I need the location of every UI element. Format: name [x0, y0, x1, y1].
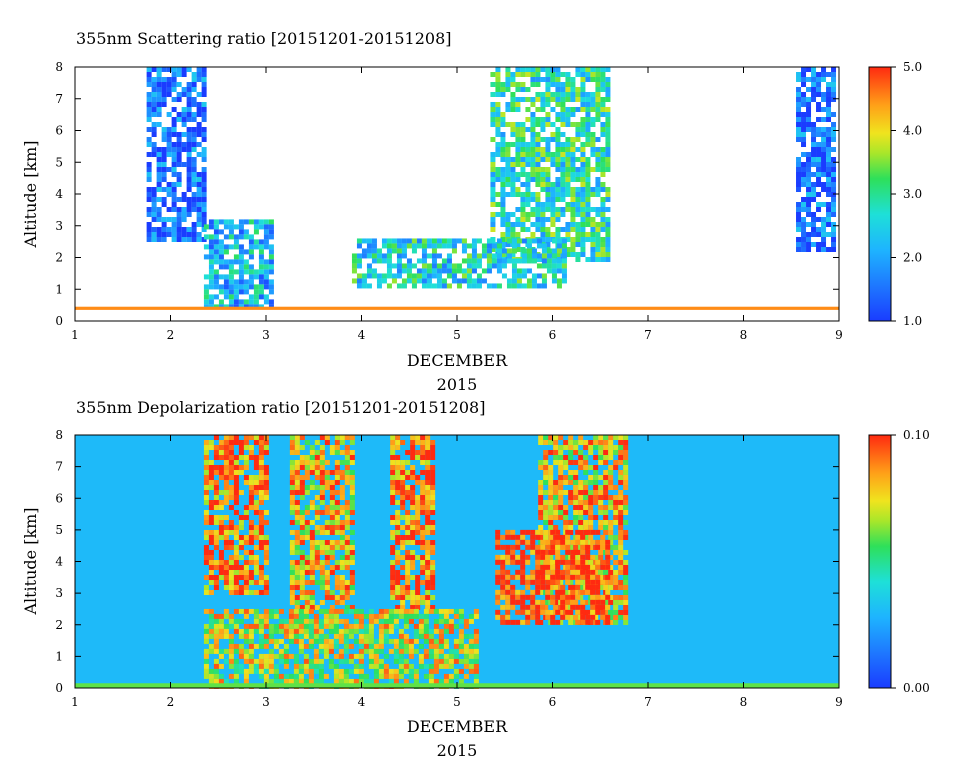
- colorbar-ticks: 0.00 0.10: [891, 428, 930, 695]
- x-tick-label: 8: [740, 328, 748, 342]
- y-tick-label: 4: [55, 187, 63, 201]
- x-axis-label: DECEMBER: [407, 717, 508, 736]
- y-tick-label: 8: [55, 428, 63, 442]
- depolarization-ratio-panel: 355nm Depolarization ratio [20151201-201…: [21, 398, 930, 760]
- noise-feature: [390, 435, 436, 610]
- colorbar: [868, 434, 892, 689]
- colorbar-tick-label: 1.0: [903, 314, 922, 328]
- surface-feature: [75, 306, 839, 310]
- colorbar-tick-label: 4.0: [903, 124, 922, 138]
- noise-feature: [203, 435, 269, 595]
- chart-title: 355nm Scattering ratio [20151201-2015120…: [76, 29, 452, 48]
- x-axis: 1 2 3 4 5 6 7 8 9: [71, 67, 843, 342]
- y-tick-label: 0: [55, 681, 63, 695]
- x-tick-label: 6: [549, 695, 557, 709]
- plot-area: [75, 67, 839, 310]
- y-axis-label: Altitude [km]: [21, 140, 40, 248]
- x-axis: 1 2 3 4 5 6 7 8 9: [71, 435, 843, 709]
- plot-area: [75, 435, 839, 689]
- y-tick-label: 3: [55, 586, 63, 600]
- y-tick-label: 7: [55, 92, 63, 106]
- y-tick-label: 2: [55, 251, 63, 265]
- x-tick-label: 9: [835, 695, 843, 709]
- y-tick-label: 7: [55, 460, 63, 474]
- x-tick-label: 4: [358, 328, 366, 342]
- y-tick-label: 6: [55, 491, 63, 505]
- x-tick-label: 9: [835, 328, 843, 342]
- y-tick-label: 1: [55, 282, 63, 296]
- y-tick-label: 5: [55, 523, 63, 537]
- x-tick-label: 5: [453, 695, 461, 709]
- x-tick-label: 1: [71, 328, 79, 342]
- x-tick-label: 5: [453, 328, 461, 342]
- x-tick-label: 6: [549, 328, 557, 342]
- x-tick-label: 7: [644, 328, 652, 342]
- y-tick-label: 3: [55, 219, 63, 233]
- colorbar-tick-label: 0.10: [903, 428, 930, 442]
- x-axis-label-year: 2015: [437, 375, 478, 394]
- x-tick-label: 7: [644, 695, 652, 709]
- scattering-ratio-panel: 355nm Scattering ratio [20151201-2015120…: [21, 29, 922, 394]
- colorbar-tick-label: 0.00: [903, 681, 930, 695]
- x-tick-label: 8: [740, 695, 748, 709]
- cloud-feature: [796, 67, 837, 252]
- x-tick-label: 1: [71, 695, 79, 709]
- colorbar: [868, 66, 892, 322]
- aerosol-feature: [351, 238, 567, 289]
- y-tick-label: 5: [55, 155, 63, 169]
- colorbar-ticks: 1.0 2.0 3.0 4.0 5.0: [891, 60, 922, 328]
- cloud-feature: [490, 67, 611, 262]
- x-tick-label: 3: [262, 328, 270, 342]
- colorbar-tick-label: 3.0: [903, 187, 922, 201]
- y-tick-label: 8: [55, 60, 63, 74]
- x-axis-label: DECEMBER: [407, 351, 508, 370]
- y-tick-label: 4: [55, 555, 63, 569]
- y-tick-label: 6: [55, 124, 63, 138]
- y-tick-label: 2: [55, 618, 63, 632]
- cloud-feature: [146, 67, 207, 242]
- x-tick-label: 4: [358, 695, 366, 709]
- aerosol-feature: [203, 219, 274, 310]
- noise-feature: [289, 435, 355, 610]
- x-tick-label: 2: [167, 328, 175, 342]
- y-axis-label: Altitude [km]: [21, 507, 40, 615]
- colorbar-tick-label: 5.0: [903, 60, 922, 74]
- chart-title: 355nm Depolarization ratio [20151201-201…: [76, 398, 485, 417]
- y-axis: 0 1 2 3 4 5 6 7 8: [55, 428, 839, 695]
- colorbar-tick-label: 2.0: [903, 251, 922, 265]
- y-tick-label: 0: [55, 314, 63, 328]
- x-tick-label: 2: [167, 695, 175, 709]
- x-tick-label: 3: [262, 695, 270, 709]
- y-axis: 0 1 2 3 4 5 6 7 8: [55, 60, 839, 328]
- x-axis-label-year: 2015: [437, 741, 478, 760]
- layer-feature: [495, 529, 611, 625]
- y-tick-label: 1: [55, 649, 63, 663]
